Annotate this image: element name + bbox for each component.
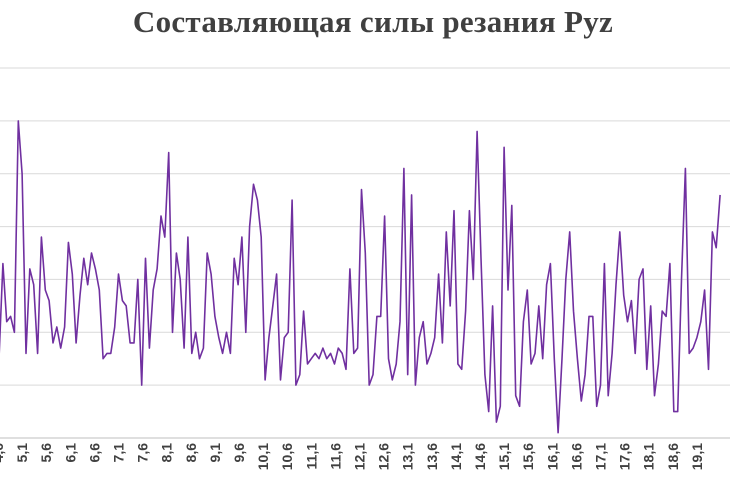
x-tick-label: 13,6: [424, 443, 440, 470]
x-tick-label: 15,6: [520, 443, 536, 470]
x-tick-label: 5,6: [38, 443, 54, 463]
series-line: [0, 120, 721, 434]
x-tick-label: 17,6: [617, 443, 633, 470]
x-tick-label: 18,6: [665, 443, 681, 470]
x-tick-label: 17,1: [593, 443, 609, 470]
chart-title: Составляющая силы резания Pyz: [132, 4, 614, 39]
x-tick-label: 15,1: [496, 443, 512, 470]
series-group: [0, 120, 721, 434]
x-tick-label: 12,6: [376, 443, 392, 470]
x-tick-label: 8,6: [183, 443, 199, 463]
gridlines: [0, 67, 730, 439]
x-tick-label: 11,6: [327, 443, 343, 470]
x-tick-label: 14,1: [448, 443, 464, 470]
x-tick-label: 13,1: [400, 443, 416, 470]
x-tick-label: 18,1: [641, 443, 657, 470]
x-tick-label: 6,1: [62, 443, 78, 463]
x-tick-label: 6,6: [86, 443, 102, 463]
x-tick-label: 19,1: [689, 443, 705, 470]
x-tick-label: 12,1: [352, 443, 368, 470]
x-tick-label: 16,6: [568, 443, 584, 470]
x-tick-label: 11,1: [303, 443, 319, 470]
x-tick-label: 16,1: [544, 443, 560, 470]
x-tick-label: 5,1: [14, 443, 30, 463]
x-tick-label: 8,1: [159, 443, 175, 463]
x-tick-label: 14,6: [472, 443, 488, 470]
x-tick-label: 4,6: [0, 443, 6, 463]
x-tick-label: 10,6: [279, 443, 295, 470]
x-tick-label: 7,6: [135, 443, 151, 463]
x-tick-label: 9,6: [231, 443, 247, 463]
x-tick-label: 10,1: [255, 443, 271, 470]
x-tick-label: 7,1: [111, 443, 127, 463]
x-axis-tick-labels: 4,6 5,1 5,6 6,1 6,6 7,1 7,6 8,1 8,6 9,1 9,6 10,1 10,…: [0, 443, 705, 470]
x-tick-label: 9,1: [207, 443, 223, 463]
